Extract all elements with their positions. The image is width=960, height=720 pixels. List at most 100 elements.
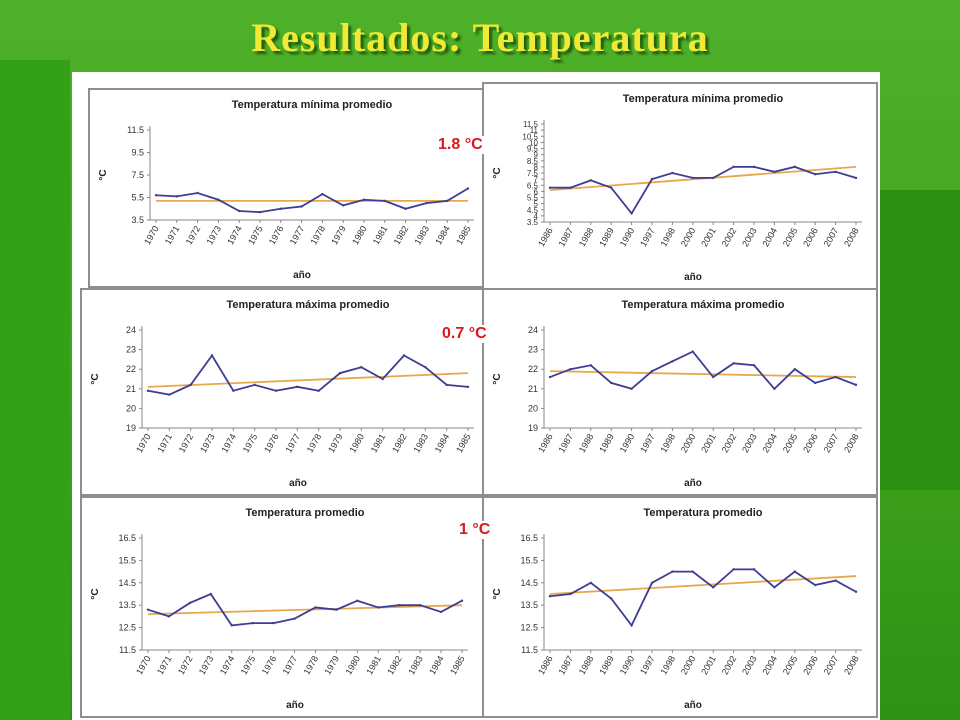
data-point bbox=[691, 570, 694, 573]
chart-avg-1970-1985: Temperatura promedio 16.5 15.5 14.5 13.5 12.5… bbox=[80, 496, 484, 718]
data-point bbox=[793, 165, 796, 169]
x-tick-label: 1978 bbox=[305, 432, 324, 454]
data-point bbox=[251, 621, 254, 625]
x-tick-label: 2003 bbox=[740, 432, 759, 454]
data-point bbox=[712, 586, 715, 589]
x-tick-label: 1997 bbox=[638, 226, 657, 248]
x-tick-label: 1986 bbox=[536, 226, 555, 248]
x-tick-label: 1989 bbox=[597, 432, 616, 454]
trend-line bbox=[147, 604, 463, 616]
y-axis-label: °C bbox=[90, 588, 101, 599]
data-point bbox=[834, 579, 837, 582]
data-point bbox=[752, 165, 756, 169]
y-tick-label: 4.5 bbox=[527, 206, 539, 215]
x-tick-label: 2002 bbox=[720, 654, 739, 676]
x-tick-label: 1978 bbox=[308, 224, 327, 246]
y-tick-label: 7.5 bbox=[131, 170, 144, 180]
data-point bbox=[398, 604, 401, 607]
data-point bbox=[834, 375, 837, 379]
data-point bbox=[610, 381, 613, 385]
x-tick-label: 2004 bbox=[760, 654, 779, 676]
x-axis-label: año bbox=[289, 478, 307, 489]
background-band-right bbox=[880, 190, 960, 490]
data-point bbox=[188, 601, 192, 605]
x-tick-label: 1973 bbox=[198, 432, 217, 454]
x-tick-label: 1986 bbox=[536, 654, 555, 676]
x-tick-label: 1974 bbox=[225, 224, 244, 246]
x-tick-label: 1976 bbox=[262, 432, 281, 454]
y-tick-label: 3.5 bbox=[131, 215, 144, 225]
chart-title: Temperatura promedio bbox=[246, 507, 365, 519]
x-tick-label: 1985 bbox=[454, 224, 473, 246]
x-tick-label: 2008 bbox=[842, 432, 861, 454]
y-tick-label: 8.5 bbox=[527, 157, 539, 166]
data-point bbox=[712, 375, 715, 379]
series-line bbox=[550, 165, 857, 216]
data-point bbox=[167, 615, 171, 618]
x-tick-label: 1984 bbox=[427, 654, 446, 676]
chart-min-1970-1985: Temperatura mínima promedio 11.5 9.5 7.5 5.5… bbox=[88, 88, 490, 288]
x-tick-label: 1990 bbox=[618, 226, 637, 248]
y-tick-label: 11.5 bbox=[119, 645, 136, 655]
chart-svg: Temperatura promedio 16.5 15.5 14.5 13.5 12.5… bbox=[492, 507, 862, 711]
x-tick-label: 1970 bbox=[134, 432, 153, 454]
y-tick-label: 7 bbox=[534, 175, 539, 184]
y-tick-label: 14.5 bbox=[520, 578, 538, 588]
data-point bbox=[258, 210, 262, 214]
y-axis-label: °C bbox=[98, 169, 109, 180]
x-axis-label: año bbox=[684, 272, 702, 283]
data-point bbox=[610, 597, 613, 600]
y-tick-label: 16.5 bbox=[520, 533, 538, 543]
x-tick-label: 1980 bbox=[347, 432, 366, 454]
x-tick-label: 1974 bbox=[218, 654, 237, 676]
x-tick-label: 1982 bbox=[392, 224, 411, 246]
x-tick-label: 1972 bbox=[176, 654, 195, 676]
x-tick-label: 1987 bbox=[556, 654, 575, 676]
x-tick-label: 1989 bbox=[597, 226, 616, 248]
data-point bbox=[381, 377, 384, 381]
data-point bbox=[300, 205, 303, 208]
data-point bbox=[362, 198, 366, 201]
data-point bbox=[238, 209, 241, 213]
x-tick-label: 2001 bbox=[699, 432, 718, 454]
x-axis-label: año bbox=[293, 270, 311, 281]
data-point bbox=[732, 165, 735, 169]
data-point bbox=[274, 389, 278, 392]
y-tick-label: 23 bbox=[528, 345, 538, 355]
data-point bbox=[793, 368, 796, 371]
x-axis-label: año bbox=[684, 478, 702, 489]
y-tick-label: 22 bbox=[528, 364, 538, 374]
x-tick-label: 1990 bbox=[618, 654, 637, 676]
chart-svg: Temperatura máxima promedio 24 23 22 21 20 19 °… bbox=[492, 299, 862, 489]
chart-max-1970-1985: Temperatura máxima promedio 24 23 22 21 20 19 °… bbox=[80, 288, 490, 496]
x-tick-label: 1978 bbox=[302, 654, 321, 676]
x-tick-label: 1997 bbox=[638, 432, 657, 454]
y-tick-label: 5.5 bbox=[131, 193, 144, 203]
y-tick-label: 14.5 bbox=[118, 578, 136, 588]
data-point bbox=[548, 375, 552, 379]
y-axis-label: °C bbox=[90, 373, 101, 384]
x-tick-label: 1988 bbox=[577, 226, 596, 248]
data-point bbox=[712, 176, 715, 180]
data-point bbox=[650, 581, 654, 584]
y-tick-label: 13.5 bbox=[520, 600, 538, 610]
x-tick-label: 2007 bbox=[822, 226, 841, 248]
x-tick-label: 1983 bbox=[406, 654, 425, 676]
data-point bbox=[383, 199, 386, 203]
data-point bbox=[589, 179, 592, 182]
x-tick-label: 2004 bbox=[760, 432, 779, 454]
data-point bbox=[854, 590, 858, 593]
x-tick-label: 1976 bbox=[260, 654, 279, 676]
y-tick-label: 21 bbox=[528, 384, 538, 394]
y-tick-label: 16.5 bbox=[118, 533, 136, 543]
x-tick-label: 1980 bbox=[343, 654, 362, 676]
data-point bbox=[360, 366, 363, 369]
data-point bbox=[404, 207, 407, 210]
data-point bbox=[356, 599, 359, 602]
x-tick-label: 1988 bbox=[577, 432, 596, 454]
data-point bbox=[196, 191, 199, 195]
data-point bbox=[466, 385, 470, 389]
x-tick-label: 1982 bbox=[390, 432, 409, 454]
x-tick-label: 1982 bbox=[385, 654, 404, 676]
y-tick-label: 10 bbox=[529, 138, 538, 147]
